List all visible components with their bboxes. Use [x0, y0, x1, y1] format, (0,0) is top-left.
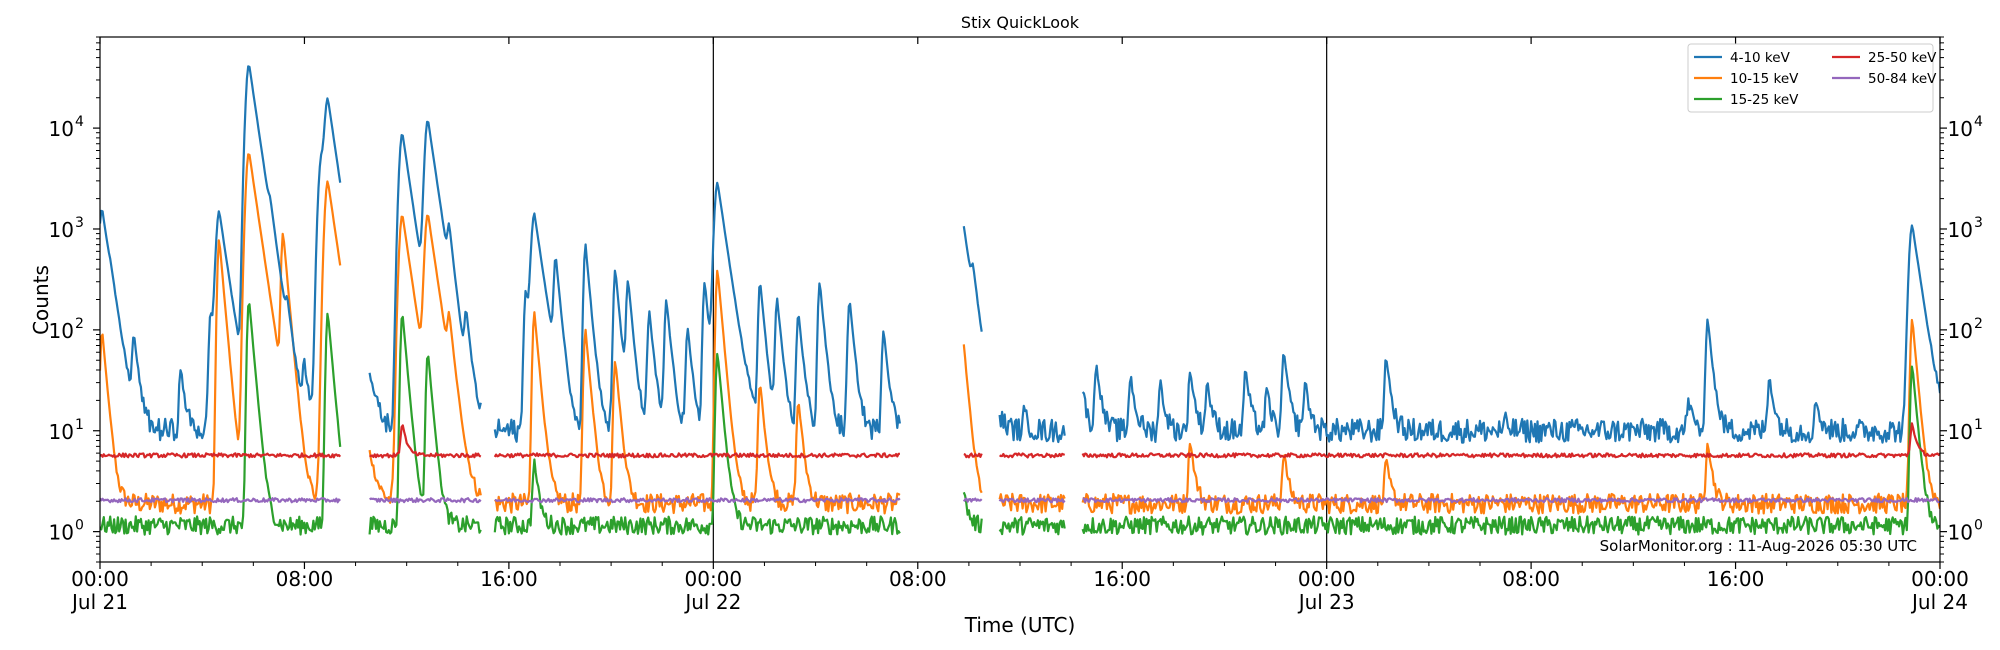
- y-tick-exponent: 1: [75, 417, 84, 433]
- y-tick-exponent: 3: [75, 215, 84, 231]
- legend-label: 10-15 keV: [1730, 71, 1799, 87]
- y-tick-exponent: 3: [1974, 215, 1983, 231]
- y-tick-base: 10: [49, 117, 74, 141]
- y-tick-label: 10: [49, 420, 74, 444]
- series-line-4-10-kev: [100, 65, 1940, 444]
- y-tick-label: 10: [1948, 218, 1973, 242]
- x-tick-label: 00:00: [71, 567, 129, 591]
- x-tick-label: 16:00: [1707, 567, 1765, 591]
- x-tick-date-label: Jul 21: [70, 590, 128, 614]
- y-tick-base: 10: [1948, 319, 1973, 343]
- y-tick-exponent: 4: [1974, 114, 1983, 130]
- plot-frame: [99, 36, 1941, 563]
- y-tick-base: 10: [1948, 117, 1973, 141]
- x-tick-label: 08:00: [276, 567, 334, 591]
- y-tick-base: 10: [49, 319, 74, 343]
- y-tick-exponent: 1: [1974, 417, 1983, 433]
- x-tick-label: 08:00: [1502, 567, 1560, 591]
- y-tick-exponent: 0: [75, 518, 84, 534]
- y-tick-base: 10: [1948, 521, 1973, 545]
- y-tick-label: 10: [49, 218, 74, 242]
- y-tick-base: 10: [1948, 420, 1973, 444]
- plot-area: [100, 37, 1940, 562]
- legend-label: 50-84 keV: [1868, 71, 1937, 87]
- y-tick-base: 10: [1948, 218, 1973, 242]
- series-line-10-15-kev: [100, 153, 1940, 515]
- x-tick-date-label: Jul 24: [1910, 590, 1968, 614]
- x-axis-label: Time (UTC): [964, 613, 1076, 637]
- y-tick-label: 10: [49, 319, 74, 343]
- x-tick-label: 08:00: [889, 567, 947, 591]
- x-tick-label: 00:00: [685, 567, 743, 591]
- legend-label: 25-50 keV: [1868, 50, 1937, 66]
- y-tick-label: 10: [49, 117, 74, 141]
- y-tick-exponent: 4: [75, 114, 84, 130]
- x-tick-label: 00:00: [1911, 567, 1969, 591]
- legend-label: 4-10 keV: [1730, 50, 1791, 66]
- y-tick-label: 10: [1948, 319, 1973, 343]
- x-tick-label: 00:00: [1298, 567, 1356, 591]
- y-tick-exponent: 2: [1974, 316, 1983, 332]
- series-line-50-84-kev: [100, 497, 1940, 504]
- y-axis-label: Counts: [29, 265, 53, 335]
- y-tick-label: 10: [1948, 521, 1973, 545]
- y-tick-label: 10: [1948, 420, 1973, 444]
- y-tick-base: 10: [49, 420, 74, 444]
- y-tick-label: 10: [49, 521, 74, 545]
- y-tick-base: 10: [49, 218, 74, 242]
- y-tick-base: 10: [49, 521, 74, 545]
- x-tick-date-label: Jul 22: [683, 590, 741, 614]
- y-tick-exponent: 2: [75, 316, 84, 332]
- legend: 4-10 keV 10-15 keV 15-25 keV 25-50 keV 50-84…: [1687, 43, 1937, 113]
- x-tick-date-label: Jul 23: [1297, 590, 1355, 614]
- x-tick-label: 16:00: [480, 567, 538, 591]
- y-tick-label: 10: [1948, 117, 1973, 141]
- legend-label: 15-25 keV: [1730, 92, 1799, 108]
- y-tick-exponent: 0: [1974, 518, 1983, 534]
- series-line-15-25-kev: [100, 303, 1940, 536]
- chart-title: Stix QuickLook: [961, 13, 1080, 32]
- footer-annotation: SolarMonitor.org : 11-Aug-2026 05:30 UTC: [1600, 537, 1917, 555]
- legend-box: [1687, 43, 1934, 113]
- series-line-25-50-kev: [100, 422, 1940, 459]
- x-tick-label: 16:00: [1093, 567, 1151, 591]
